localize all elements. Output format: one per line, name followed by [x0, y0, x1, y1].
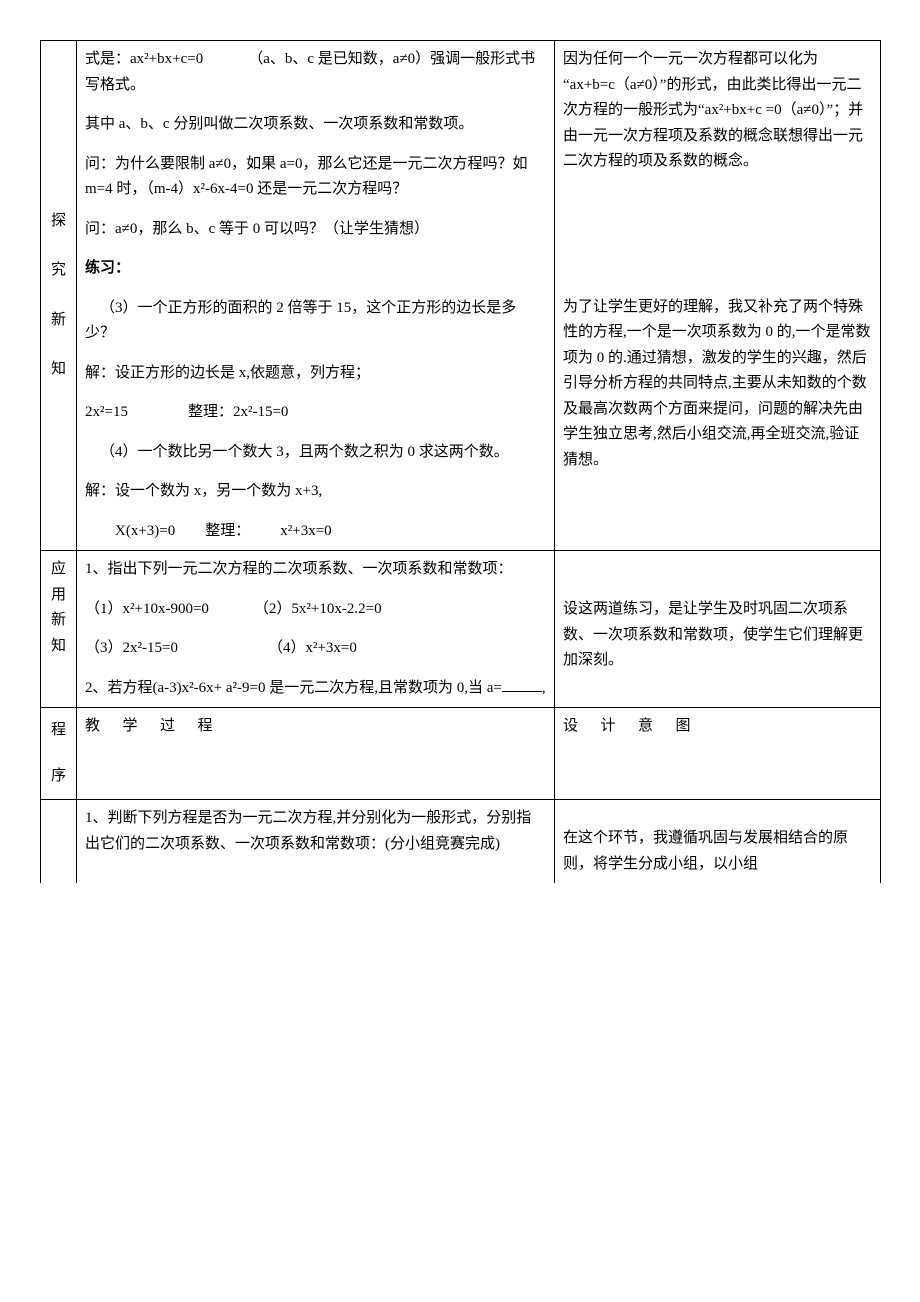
body-text: （1）x²+10x-900=0 （2）5x²+10x-2.2=0 — [85, 597, 546, 623]
table-row: 应用新知 1、指出下列一元二次方程的二次项系数、一次项系数和常数项： （1）x²… — [41, 551, 881, 708]
body-text: 1、指出下列一元二次方程的二次项系数、一次项系数和常数项： — [85, 557, 546, 583]
teaching-process-cell: 1、指出下列一元二次方程的二次项系数、一次项系数和常数项： （1）x²+10x-… — [77, 551, 555, 708]
body-text: X(x+3)=0 整理： x²+3x=0 — [85, 519, 546, 545]
table-row: 探 究 新 知 式是：ax²+bx+c=0 （a、b、c 是已知数，a≠0）强调… — [41, 41, 881, 551]
section-label-empty — [41, 800, 77, 884]
label-text: 应用新知 — [51, 561, 66, 654]
label-char: 新 — [49, 308, 68, 334]
body-text: 设这两道练习，是让学生及时巩固二次项系数、一次项系数和常数项，使学生它们理解更加… — [563, 597, 872, 674]
body-text: （3）一个正方形的面积的 2 倍等于 15，这个正方形的边长是多少？ — [85, 296, 546, 347]
table-row: 程 序 教学过程 设计意图 — [41, 708, 881, 800]
body-text: 问：为什么要限制 a≠0，如果 a=0，那么它还是一元二次方程吗？如 m=4 时… — [85, 152, 546, 203]
body-text: （3）2x²-15=0 （4）x²+3x=0 — [85, 636, 546, 662]
design-intent-cell: 因为任何一个一元一次方程都可以化为 “ax+b=c（a≠0）”的形式，由此类比得… — [555, 41, 881, 551]
lesson-plan-table: 探 究 新 知 式是：ax²+bx+c=0 （a、b、c 是已知数，a≠0）强调… — [40, 40, 881, 883]
label-char: 究 — [49, 258, 68, 284]
body-text: 解：设一个数为 x，另一个数为 x+3, — [85, 479, 546, 505]
body-text: 为了让学生更好的理解，我又补充了两个特殊性的方程,一个是一次项系数为 0 的,一… — [563, 295, 872, 474]
label-char: 序 — [49, 764, 68, 790]
design-intent-cell: 设这两道练习，是让学生及时巩固二次项系数、一次项系数和常数项，使学生它们理解更加… — [555, 551, 881, 708]
body-text: 在这个环节，我遵循巩固与发展相结合的原则，将学生分成小组，以小组 — [563, 826, 872, 877]
practice-heading: 练习： — [85, 256, 546, 282]
header-text: 教学过程 — [85, 718, 235, 734]
body-text: 式是：ax²+bx+c=0 （a、b、c 是已知数，a≠0）强调一般形式书写格式… — [85, 47, 546, 98]
body-text: （4）一个数比另一个数大 3，且两个数之积为 0 求这两个数。 — [85, 440, 546, 466]
label-char: 探 — [49, 209, 68, 235]
body-text: 解：设正方形的边长是 x,依题意，列方程； — [85, 361, 546, 387]
body-text: 问：a≠0，那么 b、c 等于 0 可以吗？（让学生猜想） — [85, 217, 546, 243]
teaching-process-cell: 式是：ax²+bx+c=0 （a、b、c 是已知数，a≠0）强调一般形式书写格式… — [77, 41, 555, 551]
table-row: 1、判断下列方程是否为一元二次方程,并分别化为一般形式，分别指出它们的二次项系数… — [41, 800, 881, 884]
teaching-process-cell: 1、判断下列方程是否为一元二次方程,并分别化为一般形式，分别指出它们的二次项系数… — [77, 800, 555, 884]
label-char: 程 — [49, 718, 68, 744]
column-header-process: 教学过程 — [77, 708, 555, 800]
column-header-intent: 设计意图 — [555, 708, 881, 800]
section-label-explore: 探 究 新 知 — [41, 41, 77, 551]
text-after-blank: , — [542, 680, 546, 696]
body-text: 1、判断下列方程是否为一元二次方程,并分别化为一般形式，分别指出它们的二次项系数… — [85, 806, 546, 857]
body-text: 2、若方程(a-3)x²-6x+ a²-9=0 是一元二次方程,且常数项为 0,… — [85, 676, 546, 702]
body-text: 其中 a、b、c 分别叫做二次项系数、一次项系数和常数项。 — [85, 112, 546, 138]
text-before-blank: 2、若方程(a-3)x²-6x+ a²-9=0 是一元二次方程,且常数项为 0,… — [85, 680, 502, 696]
label-char: 知 — [49, 357, 68, 383]
header-text: 设计意图 — [563, 718, 713, 734]
section-label-procedure: 程 序 — [41, 708, 77, 800]
section-label-apply: 应用新知 — [41, 551, 77, 708]
design-intent-cell: 在这个环节，我遵循巩固与发展相结合的原则，将学生分成小组，以小组 — [555, 800, 881, 884]
fill-blank — [502, 691, 542, 692]
body-text: 因为任何一个一元一次方程都可以化为 “ax+b=c（a≠0）”的形式，由此类比得… — [563, 47, 872, 175]
body-text: 2x²=15 整理：2x²-15=0 — [85, 400, 546, 426]
